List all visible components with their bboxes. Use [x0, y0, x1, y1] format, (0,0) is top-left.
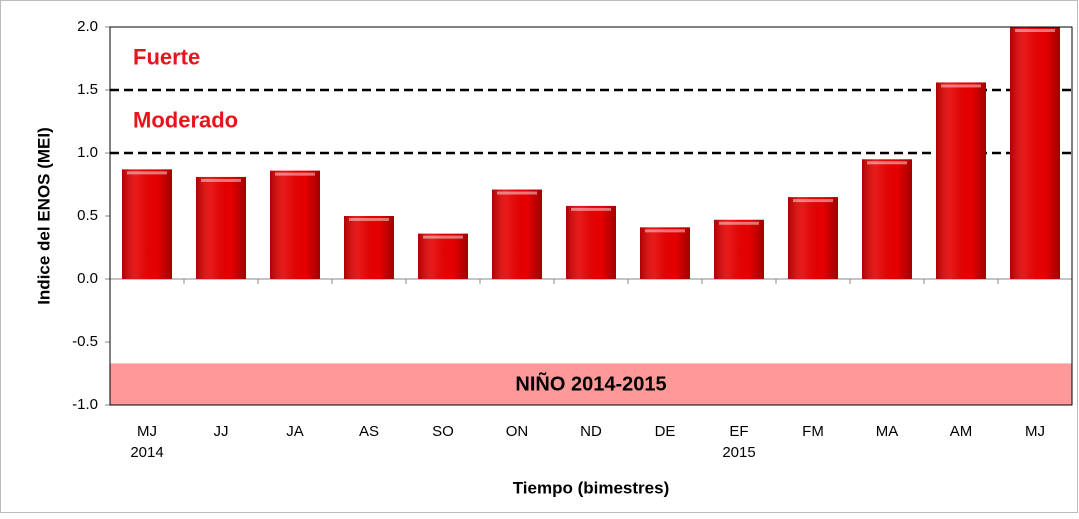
x-tick-label: AS — [359, 423, 379, 440]
nino-band — [110, 363, 1072, 405]
bar-highlight — [275, 172, 315, 176]
bar-shade — [196, 176, 246, 279]
y-tick-label: 1.0 — [77, 144, 98, 161]
x-tick-label: ND — [580, 423, 602, 440]
y-tick-label: 2.0 — [77, 18, 98, 35]
y-tick-label: -1.0 — [72, 396, 98, 413]
bar-shade — [788, 197, 838, 279]
x-tick-year: 2014 — [130, 444, 163, 461]
x-tick-label: SO — [432, 423, 454, 440]
bar-highlight — [349, 218, 389, 221]
bar-shade — [122, 169, 172, 279]
y-tick-label: 0.0 — [77, 270, 98, 287]
band-label: NIÑO 2014-2015 — [515, 372, 666, 395]
y-tick-label: 0.5 — [77, 207, 98, 224]
bar-shade — [418, 233, 468, 279]
bar-highlight — [645, 229, 685, 233]
y-tick-label: 1.5 — [77, 81, 98, 98]
x-tick-label: FM — [802, 423, 824, 440]
x-tick-label: JJ — [214, 423, 229, 440]
x-tick-label: MA — [876, 423, 899, 440]
bar-highlight — [867, 161, 907, 165]
x-tick-label: AM — [950, 423, 973, 440]
x-tick-year: 2015 — [722, 444, 755, 461]
bar-shade — [640, 227, 690, 279]
bar-highlight — [719, 221, 759, 225]
bar-shade — [936, 82, 986, 279]
x-axis-title: Tiempo (bimestres) — [513, 478, 670, 497]
x-tick-label: JA — [286, 423, 304, 440]
bar-highlight — [497, 191, 537, 195]
bar-highlight — [941, 84, 981, 88]
plot-border — [109, 26, 1073, 406]
bar-shade — [862, 159, 912, 279]
bar-highlight — [201, 178, 241, 182]
bar-highlight — [127, 171, 167, 175]
bar-shade — [344, 216, 394, 279]
bar-highlight — [423, 235, 463, 239]
bar-shade — [492, 189, 542, 279]
bar-highlight — [571, 207, 611, 211]
x-tick-label: MJ — [137, 423, 157, 440]
y-tick-label: -0.5 — [72, 333, 98, 350]
y-axis-title: Indice del ENOS (MEI) — [34, 127, 53, 305]
bar-shade — [566, 205, 616, 279]
x-tick-label: DE — [655, 423, 676, 440]
bar-shade — [270, 170, 320, 279]
x-tick-label: MJ — [1025, 423, 1045, 440]
bar-shade — [1010, 27, 1060, 279]
x-tick-label: ON — [506, 423, 529, 440]
bar-highlight — [793, 199, 833, 203]
threshold-label: Fuerte — [133, 44, 200, 69]
x-tick-label: EF — [729, 423, 748, 440]
bar-highlight — [1015, 29, 1055, 32]
threshold-label: Moderado — [133, 107, 238, 132]
bar-shade — [714, 219, 764, 279]
